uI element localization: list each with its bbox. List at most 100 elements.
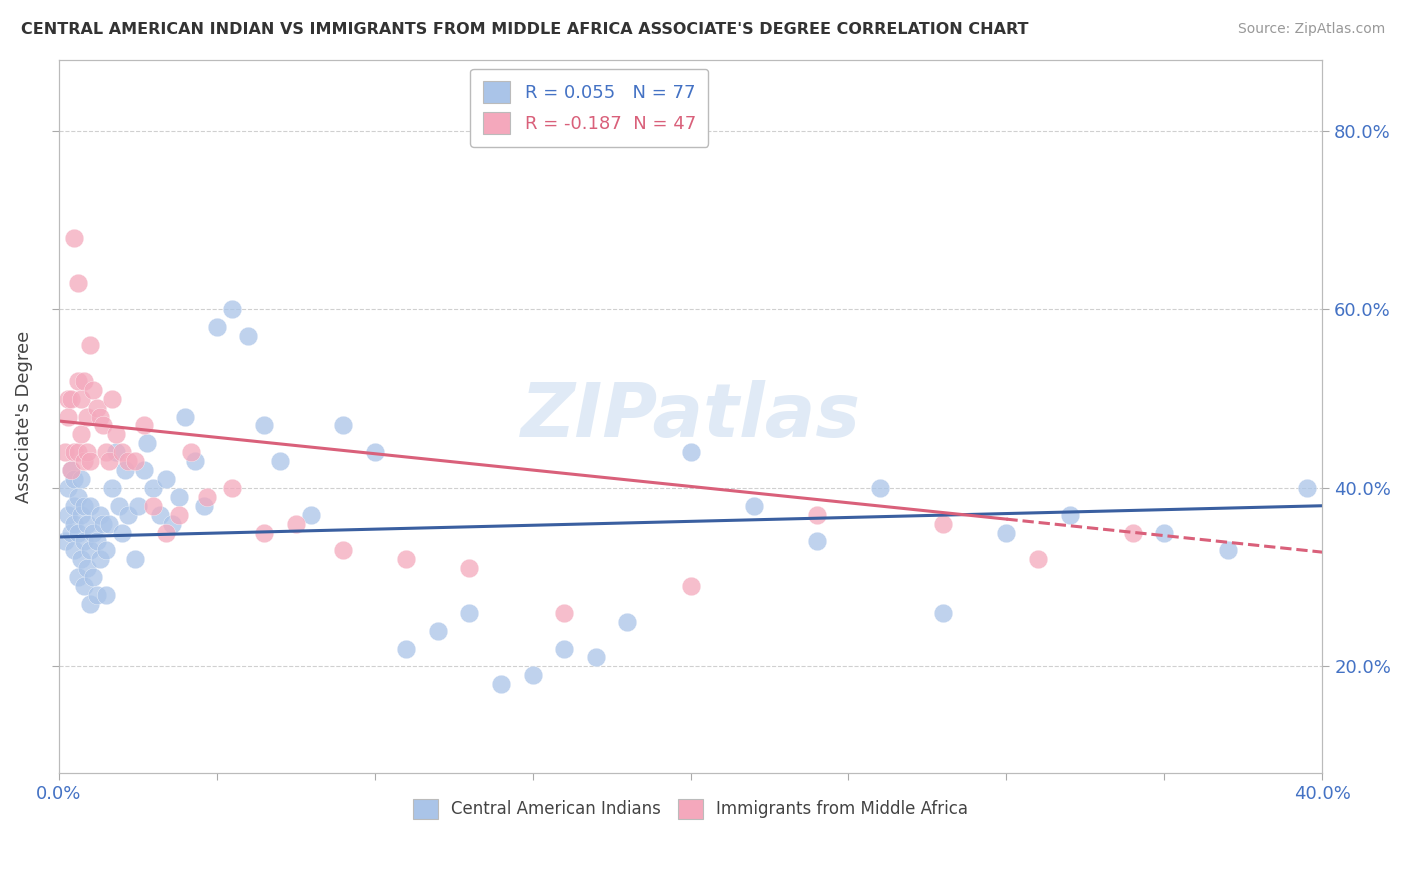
Point	[79, 597, 101, 611]
Point	[616, 615, 638, 629]
Point	[679, 445, 702, 459]
Point	[101, 392, 124, 406]
Point	[91, 418, 114, 433]
Point	[1059, 508, 1081, 522]
Point	[89, 409, 111, 424]
Point	[585, 650, 607, 665]
Point	[114, 463, 136, 477]
Point	[94, 543, 117, 558]
Point	[132, 463, 155, 477]
Point	[1026, 552, 1049, 566]
Point	[149, 508, 172, 522]
Point	[195, 490, 218, 504]
Point	[60, 463, 83, 477]
Point	[91, 516, 114, 531]
Point	[86, 588, 108, 602]
Point	[221, 302, 243, 317]
Point	[679, 579, 702, 593]
Point	[167, 490, 190, 504]
Point	[89, 552, 111, 566]
Point	[426, 624, 449, 638]
Point	[284, 516, 307, 531]
Point	[63, 499, 86, 513]
Point	[142, 481, 165, 495]
Point	[76, 516, 98, 531]
Point	[73, 454, 96, 468]
Point	[98, 516, 121, 531]
Point	[553, 606, 575, 620]
Point	[155, 525, 177, 540]
Point	[124, 454, 146, 468]
Point	[69, 392, 91, 406]
Point	[932, 516, 955, 531]
Point	[76, 445, 98, 459]
Point	[806, 534, 828, 549]
Point	[132, 418, 155, 433]
Point	[458, 561, 481, 575]
Point	[117, 508, 139, 522]
Point	[66, 490, 89, 504]
Point	[82, 570, 104, 584]
Point	[1216, 543, 1239, 558]
Point	[395, 641, 418, 656]
Text: ZIPatlas: ZIPatlas	[520, 380, 860, 453]
Point	[79, 338, 101, 352]
Point	[162, 516, 184, 531]
Point	[63, 543, 86, 558]
Point	[94, 588, 117, 602]
Point	[86, 401, 108, 415]
Point	[56, 481, 79, 495]
Point	[104, 427, 127, 442]
Point	[60, 392, 83, 406]
Point	[253, 418, 276, 433]
Point	[155, 472, 177, 486]
Point	[53, 534, 76, 549]
Y-axis label: Associate's Degree: Associate's Degree	[15, 330, 32, 502]
Point	[932, 606, 955, 620]
Point	[79, 454, 101, 468]
Point	[63, 231, 86, 245]
Point	[66, 570, 89, 584]
Point	[56, 392, 79, 406]
Point	[73, 534, 96, 549]
Point	[79, 499, 101, 513]
Point	[111, 445, 134, 459]
Point	[73, 579, 96, 593]
Point	[111, 525, 134, 540]
Point	[60, 525, 83, 540]
Point	[458, 606, 481, 620]
Point	[124, 552, 146, 566]
Point	[136, 436, 159, 450]
Point	[489, 677, 512, 691]
Point	[66, 445, 89, 459]
Point	[69, 472, 91, 486]
Point	[69, 508, 91, 522]
Point	[101, 481, 124, 495]
Point	[63, 516, 86, 531]
Point	[60, 463, 83, 477]
Point	[253, 525, 276, 540]
Point	[742, 499, 765, 513]
Point	[82, 383, 104, 397]
Point	[82, 525, 104, 540]
Point	[806, 508, 828, 522]
Point	[69, 552, 91, 566]
Point	[104, 445, 127, 459]
Point	[98, 454, 121, 468]
Point	[69, 427, 91, 442]
Point	[73, 499, 96, 513]
Text: Source: ZipAtlas.com: Source: ZipAtlas.com	[1237, 22, 1385, 37]
Point	[79, 543, 101, 558]
Point	[1295, 481, 1317, 495]
Point	[238, 329, 260, 343]
Point	[86, 534, 108, 549]
Point	[205, 320, 228, 334]
Point	[94, 445, 117, 459]
Point	[56, 409, 79, 424]
Point	[66, 374, 89, 388]
Point	[363, 445, 385, 459]
Point	[553, 641, 575, 656]
Point	[63, 445, 86, 459]
Point	[53, 445, 76, 459]
Point	[142, 499, 165, 513]
